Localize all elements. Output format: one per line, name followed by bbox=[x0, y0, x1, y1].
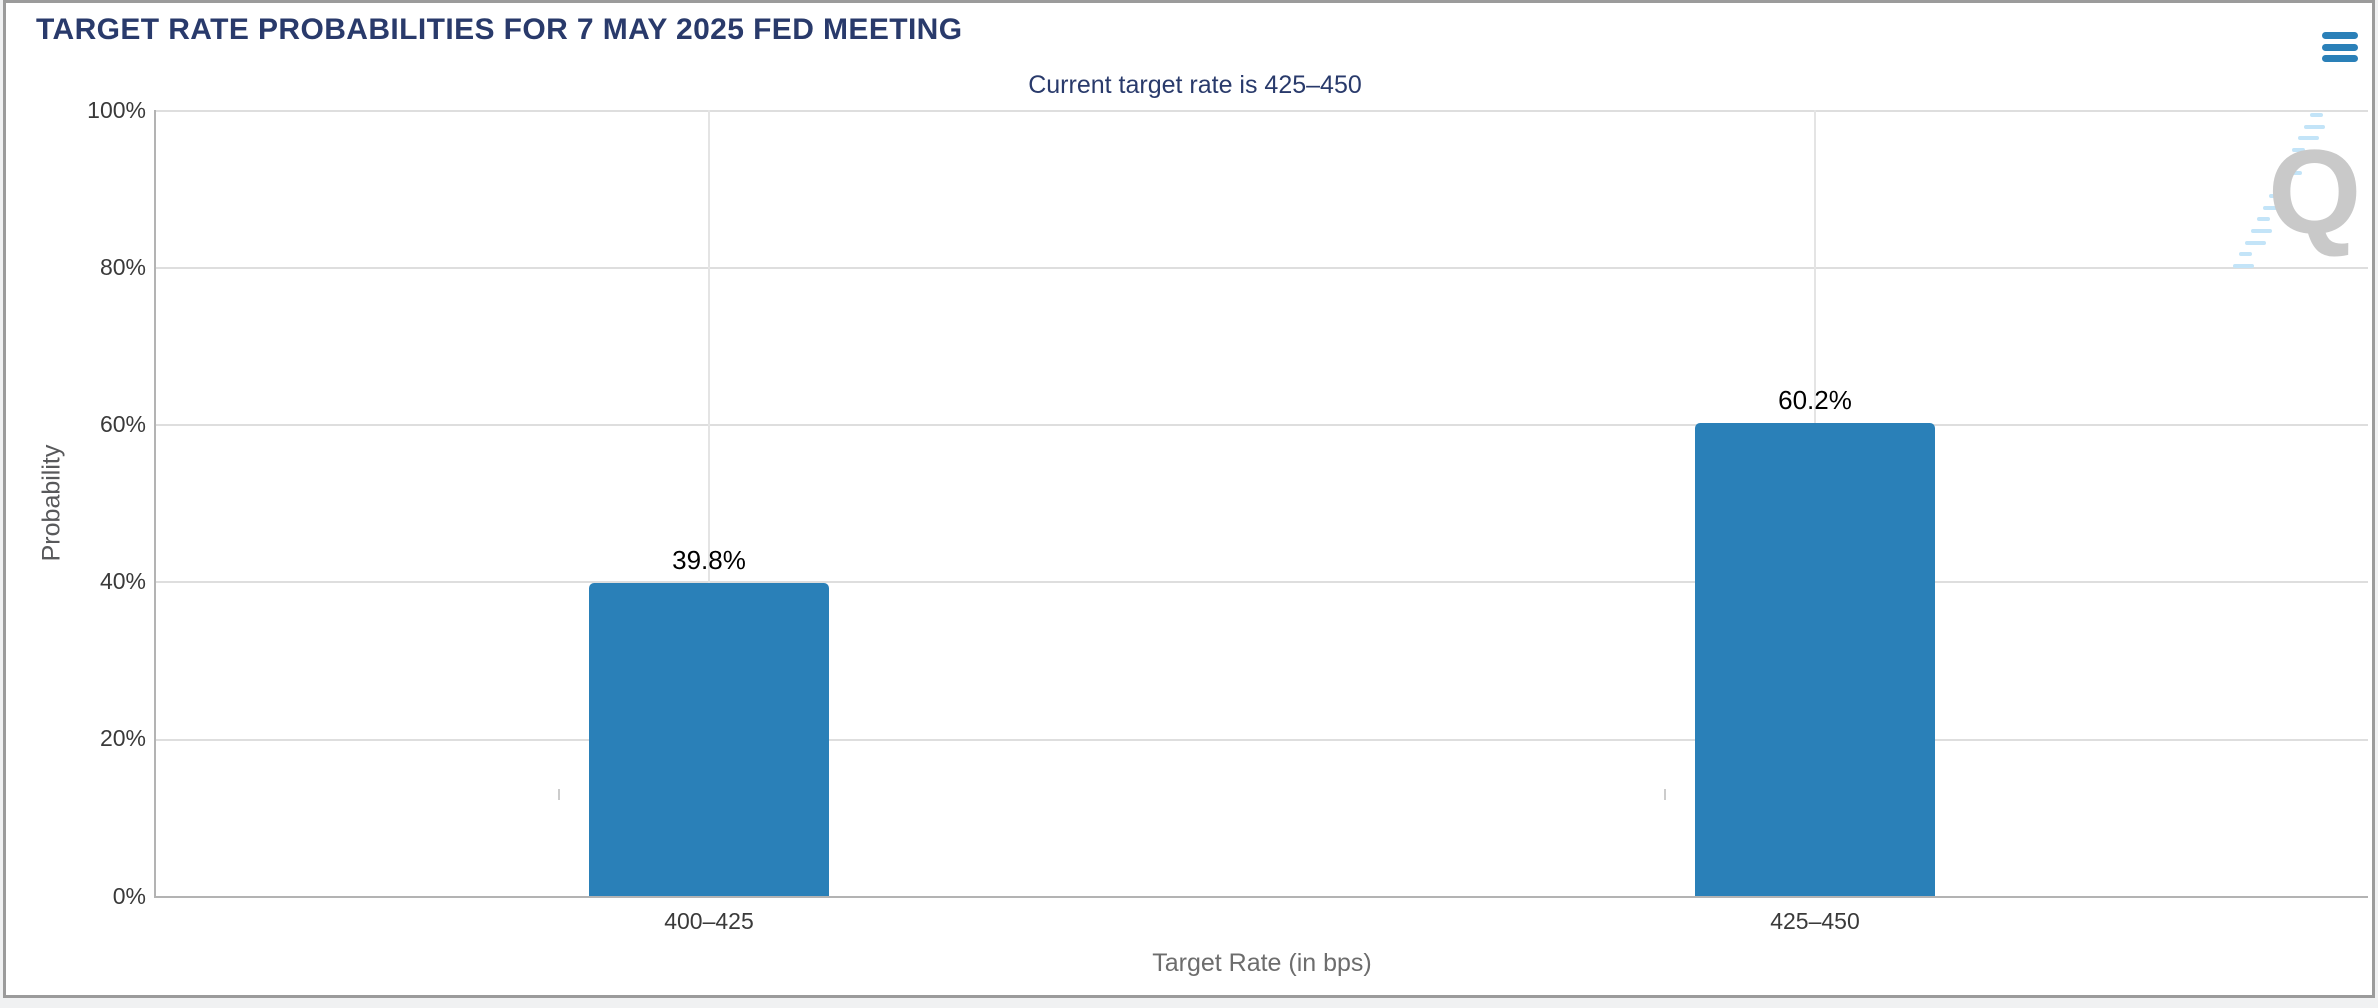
v-gridline bbox=[708, 110, 710, 896]
q-logo-icon: Q bbox=[2268, 125, 2362, 259]
h-gridline bbox=[156, 424, 2368, 426]
x-tick-mark bbox=[1664, 789, 1666, 800]
y-axis-line bbox=[154, 110, 156, 896]
h-gridline bbox=[156, 739, 2368, 741]
chart-panel: TARGET RATE PROBABILITIES FOR 7 MAY 2025… bbox=[3, 0, 2375, 998]
h-gridline bbox=[156, 110, 2368, 112]
x-axis-line bbox=[154, 896, 2368, 898]
h-gridline bbox=[156, 267, 2368, 269]
x-tick-mark bbox=[558, 789, 560, 800]
ytick-60: 60% bbox=[99, 411, 146, 437]
bar-value-label: 60.2% bbox=[1778, 384, 1852, 415]
xtick-400-425: 400–425 bbox=[664, 908, 754, 934]
chart-menu-button[interactable] bbox=[2322, 32, 2358, 62]
h-gridline bbox=[156, 581, 2368, 583]
bar-425-450[interactable]: 60.2% bbox=[1695, 385, 1935, 896]
bar-value-label: 39.8% bbox=[672, 545, 746, 576]
xtick-425-450: 425–450 bbox=[1770, 908, 1860, 934]
ytick-0: 0% bbox=[112, 883, 146, 909]
ytick-100: 100% bbox=[87, 97, 146, 123]
ytick-20: 20% bbox=[99, 725, 146, 751]
quikstrike-watermark: Q bbox=[2206, 113, 2376, 293]
chart-title: TARGET RATE PROBABILITIES FOR 7 MAY 2025… bbox=[36, 13, 963, 46]
plot-area: 39.8% 60.2% bbox=[154, 110, 2368, 898]
y-axis-title: Probability bbox=[37, 444, 66, 562]
hamburger-icon bbox=[2322, 32, 2358, 39]
ytick-40: 40% bbox=[99, 568, 146, 594]
chart-subtitle: Current target rate is 425–450 bbox=[1028, 71, 1362, 99]
bar-400-425[interactable]: 39.8% bbox=[589, 545, 829, 896]
x-axis-title: Target Rate (in bps) bbox=[1152, 949, 1372, 977]
ytick-80: 80% bbox=[99, 254, 146, 280]
